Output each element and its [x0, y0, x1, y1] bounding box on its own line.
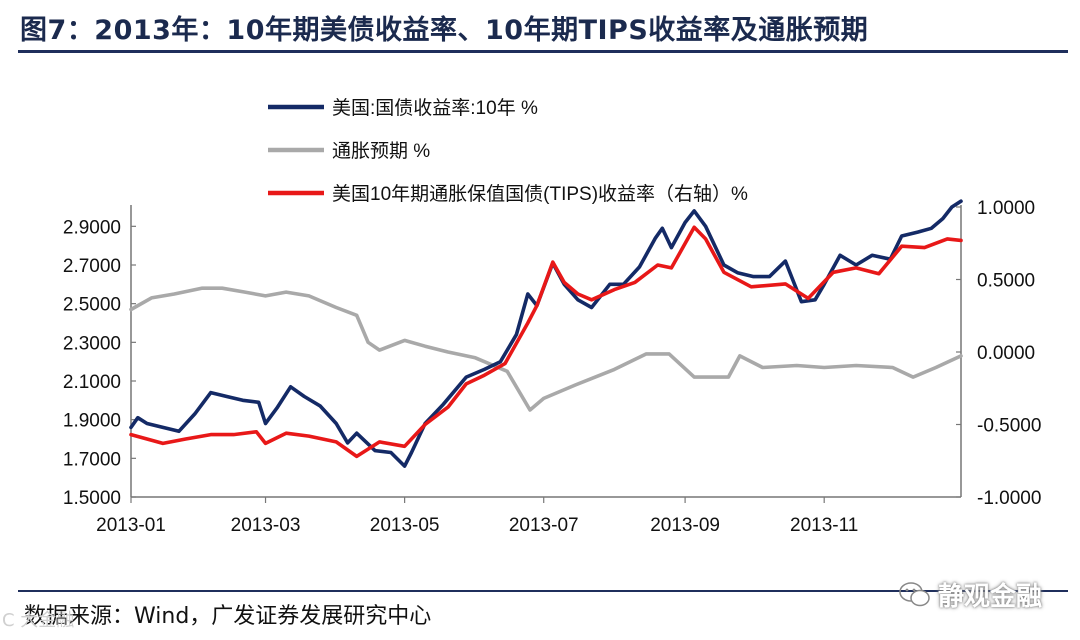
- y-right-tick-label: -1.0000: [977, 488, 1041, 509]
- y-left-tick-label: 2.7000: [63, 256, 121, 277]
- series-line-1: [129, 286, 963, 412]
- legend-label-1: 通胀预期 %: [332, 140, 430, 162]
- y-left-tick-label: 2.9000: [63, 217, 121, 238]
- y-left-tick-label: 1.7000: [63, 449, 121, 470]
- footer-divider: [18, 590, 1068, 592]
- legend-label-0: 美国:国债收益率:10年 %: [332, 97, 538, 119]
- x-tick-label: 2013-03: [231, 515, 301, 536]
- x-tick-label: 2013-11: [790, 515, 858, 536]
- series-line-0: [129, 199, 963, 468]
- chart-legend: 美国:国债收益率:10年 % 通胀预期 % 美国10年期通胀保值国债(TIPS)收益…: [268, 97, 748, 205]
- line-chart: 美国:国债收益率:10年 % 通胀预期 % 美国10年期通胀保值国债(TIPS)收益…: [63, 97, 1042, 536]
- y-left-tick-label: 1.9000: [63, 411, 121, 432]
- x-tick-label: 2013-01: [96, 515, 166, 536]
- figure-title: 图7：2013年：10年期美债收益率、10年期TIPS收益率及通胀预期: [20, 15, 869, 46]
- chart-plot-area: [129, 199, 963, 468]
- y-right-tick-label: 0.5000: [977, 271, 1035, 292]
- y-right-tick-label: 0.0000: [977, 343, 1035, 364]
- x-tick-label: 2013-09: [650, 515, 720, 536]
- y-left-tick-label: 2.1000: [63, 372, 121, 393]
- y-left-tick-label: 2.5000: [63, 295, 121, 316]
- chart-axes: 1.5000 1.7000 1.9000 2.1000 2.3000 2.5000 2.70…: [63, 198, 1042, 536]
- x-tick-label: 2013-05: [370, 515, 440, 536]
- y-right-tick-label: -0.5000: [977, 416, 1041, 437]
- brand-watermark: 静观金融: [898, 576, 1042, 613]
- y-left-tick-label: 2.3000: [63, 333, 121, 354]
- wechat-icon: [899, 581, 930, 606]
- x-tick-label: 2013-07: [509, 515, 579, 536]
- source-note: 数据来源：Wind，广发证券发展研究中心: [24, 604, 432, 629]
- title-divider: [18, 50, 1068, 53]
- y-right-tick-label: 1.0000: [977, 198, 1035, 219]
- brand-label: 静观金融: [938, 582, 1043, 612]
- corner-watermark: C 大金融: [2, 610, 75, 631]
- legend-label-2: 美国10年期通胀保值国债(TIPS)收益率（右轴）%: [332, 183, 748, 205]
- y-left-tick-label: 1.5000: [63, 488, 121, 509]
- series-line-2: [129, 225, 963, 459]
